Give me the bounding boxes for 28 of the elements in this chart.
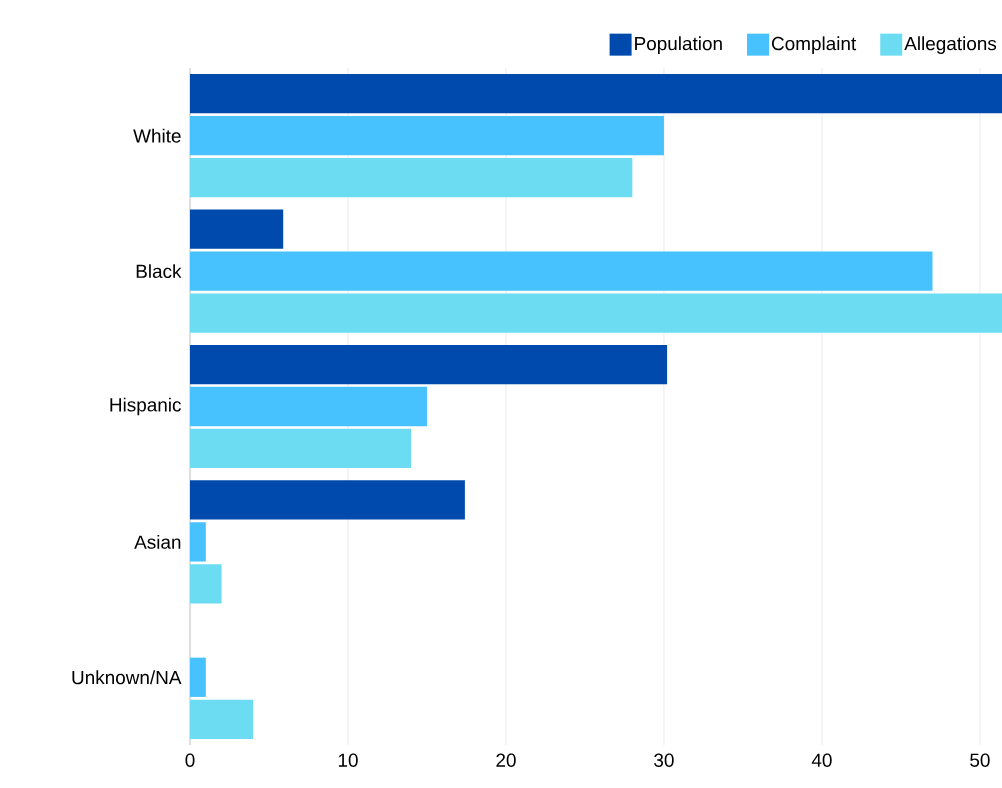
x-tick-label: 0: [185, 753, 195, 767]
x-tick-label: 40: [811, 753, 832, 767]
y-tick-label: Asian: [134, 534, 181, 549]
bar: [190, 251, 933, 291]
y-tick-label: Hispanic: [110, 397, 181, 416]
x-tick-label: 10: [338, 753, 358, 767]
legend-label: Population: [635, 36, 722, 55]
bar: [190, 344, 668, 385]
x-tick-label: 30: [654, 753, 674, 767]
bar: [190, 116, 664, 156]
bar: [190, 158, 633, 198]
bar: [190, 293, 1002, 333]
y-tick-label: White: [133, 128, 181, 143]
y-tick-label: Black: [136, 264, 182, 279]
bar: [190, 386, 427, 427]
bar: [190, 699, 254, 739]
bar: [190, 657, 206, 697]
bar: [190, 564, 222, 604]
bar: [190, 209, 284, 249]
bar: [190, 74, 1002, 114]
bar: [190, 522, 206, 562]
legend-label: Complaint: [771, 36, 857, 55]
bar: [190, 428, 412, 469]
y-tick-label: Unknown/NA: [72, 670, 182, 685]
x-tick-label: 20: [496, 753, 516, 767]
bar: [190, 480, 465, 520]
x-tick-label: 50: [970, 753, 990, 767]
legend-label: Allegations: [904, 36, 997, 55]
